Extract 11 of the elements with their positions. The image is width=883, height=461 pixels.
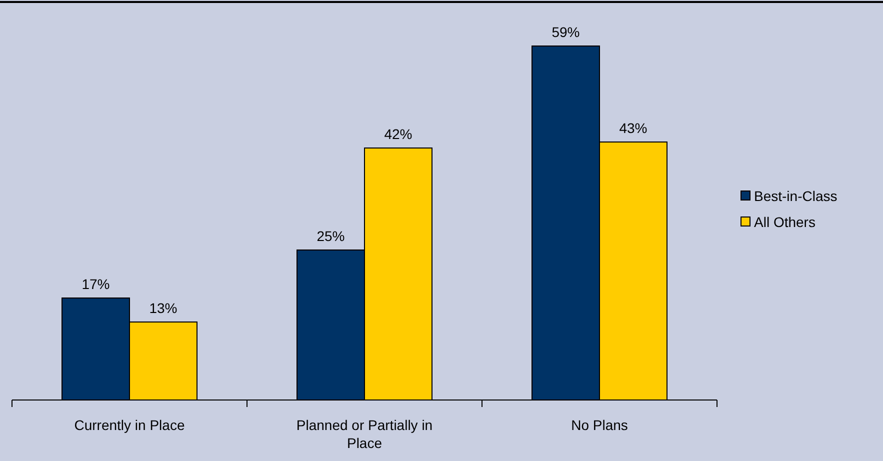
data-label: 13% bbox=[149, 300, 178, 316]
x-tick-label: Currently in Place bbox=[74, 417, 185, 433]
data-label: 43% bbox=[619, 120, 648, 136]
data-label: 42% bbox=[384, 126, 412, 142]
data-label: 25% bbox=[316, 228, 345, 244]
x-tick-label: No Plans bbox=[571, 417, 628, 433]
data-label: 17% bbox=[82, 276, 110, 292]
data-label: 59% bbox=[552, 24, 580, 40]
x-tick-label: Planned or Partially in Place bbox=[296, 417, 433, 451]
legend-label: All Others bbox=[754, 214, 816, 230]
legend-label: Best-in-Class bbox=[754, 188, 838, 204]
